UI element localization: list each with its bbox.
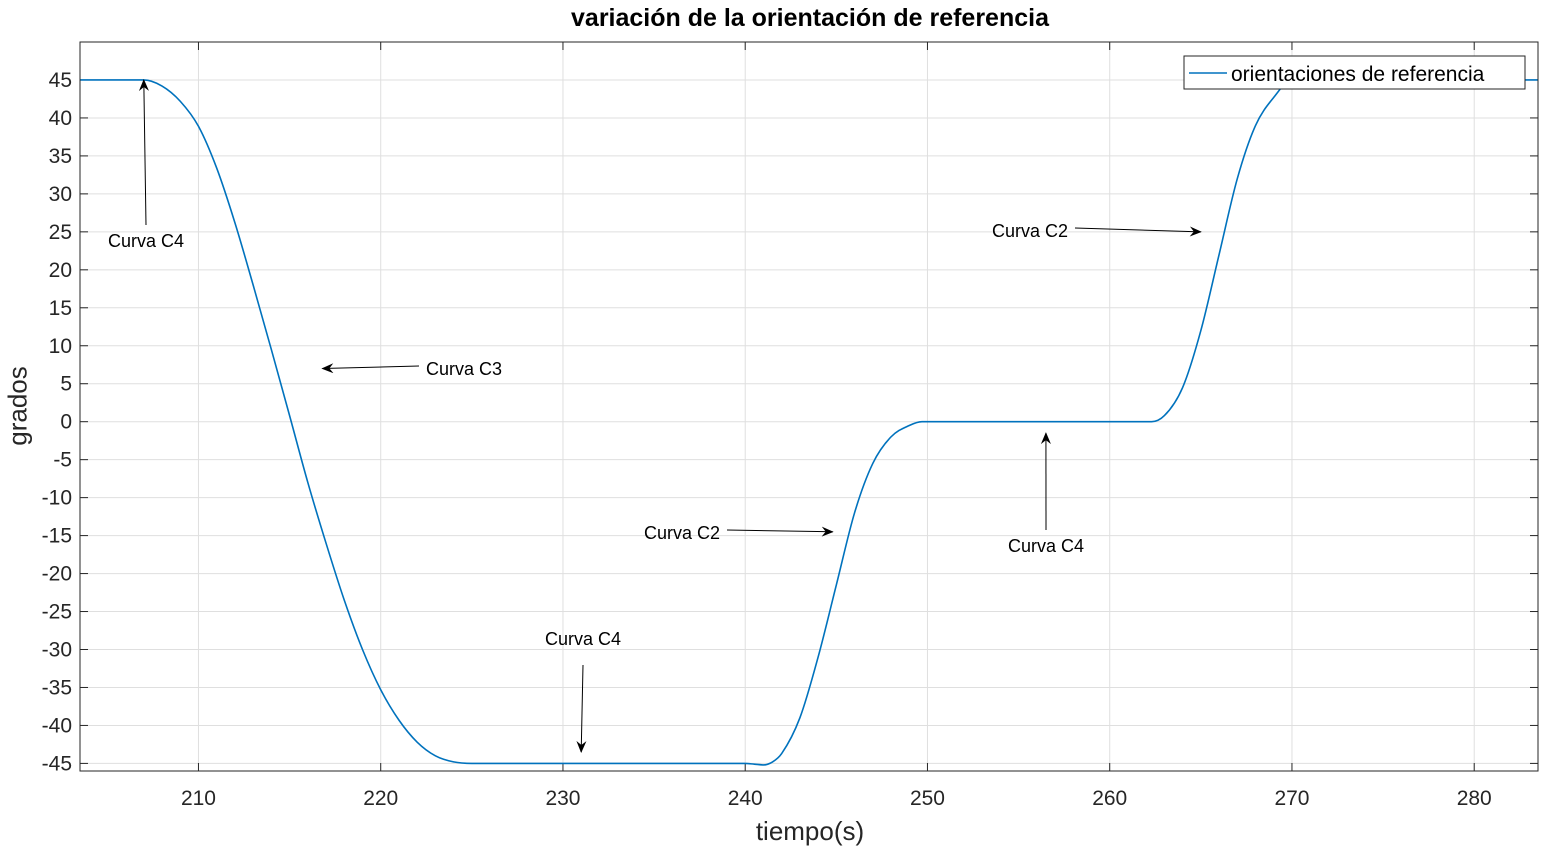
y-tick-label: -5 — [53, 449, 72, 472]
series-layer — [79, 79, 1538, 766]
y-tick-label: 0 — [60, 411, 72, 434]
annotation-label: Curva C4 — [108, 231, 184, 251]
y-tick-label: -20 — [42, 563, 72, 586]
y-tick-label: -35 — [42, 676, 72, 699]
annotations: Curva C4 Curva C3 Curva C4 Curva C2 Curva C4… — [108, 78, 1202, 754]
y-tick-label: 10 — [49, 335, 72, 358]
y-tick-label: -15 — [42, 525, 72, 548]
annotation-arrow — [321, 363, 420, 374]
y-tick-label: -45 — [42, 752, 72, 775]
y-tick-label: -25 — [42, 601, 72, 624]
grid-lines — [80, 42, 1538, 771]
x-tick-label: 230 — [545, 787, 580, 810]
y-tick-label: -30 — [42, 639, 72, 662]
x-tick-label: 240 — [728, 787, 763, 810]
annotation-arrow — [1074, 226, 1202, 237]
x-axis-label: tiempo(s) — [755, 816, 865, 846]
y-axis-label: grados — [2, 366, 33, 446]
legend-entry-label: orientaciones de referencia — [1231, 63, 1485, 86]
legend: orientaciones de referencia — [1183, 55, 1526, 90]
x-tick-label: 250 — [910, 787, 945, 810]
annotation-label: Curva C4 — [1008, 536, 1084, 556]
annotation: Curva C4 — [545, 629, 621, 754]
y-tick-label: 15 — [49, 297, 72, 320]
annotation-label: Curva C3 — [426, 359, 502, 379]
y-tick-label: 40 — [49, 107, 72, 130]
y-tick-label: 45 — [49, 69, 72, 92]
annotation-label: Curva C4 — [545, 629, 621, 649]
y-tick-label: 20 — [49, 259, 72, 282]
x-tick-label: 280 — [1457, 787, 1492, 810]
x-tick-label: 260 — [1092, 787, 1127, 810]
annotation-label: Curva C2 — [992, 221, 1068, 241]
annotation-label: Curva C2 — [644, 523, 720, 543]
annotation: Curva C4 — [1008, 432, 1084, 556]
annotation-arrow — [138, 78, 149, 226]
x-tick-label: 270 — [1274, 787, 1309, 810]
y-tick-label: 30 — [49, 183, 72, 206]
annotation: Curva C3 — [321, 359, 502, 379]
y-tick-label: 35 — [49, 145, 72, 168]
y-tick-label: -10 — [42, 487, 72, 510]
annotation: Curva C2 — [992, 221, 1202, 241]
x-tick-label: 210 — [181, 787, 216, 810]
y-tick-label: 25 — [49, 221, 72, 244]
annotation: Curva C4 — [108, 78, 184, 251]
annotation-arrow — [576, 664, 587, 754]
y-tick-label: -40 — [42, 714, 72, 737]
axis-ticks: 210 220 230 240 250 260 270 280 45 40 35 30 25 20 15 10… — [42, 42, 1538, 810]
annotation: Curva C2 — [644, 523, 834, 543]
plot-frame — [79, 41, 1539, 772]
x-tick-label: 220 — [363, 787, 398, 810]
chart-title: variación de la orientación de referenci… — [571, 4, 1049, 32]
y-tick-label: 5 — [60, 373, 72, 396]
legend-box — [1183, 55, 1526, 90]
series-line — [79, 79, 1538, 766]
annotation-arrow — [726, 526, 834, 537]
